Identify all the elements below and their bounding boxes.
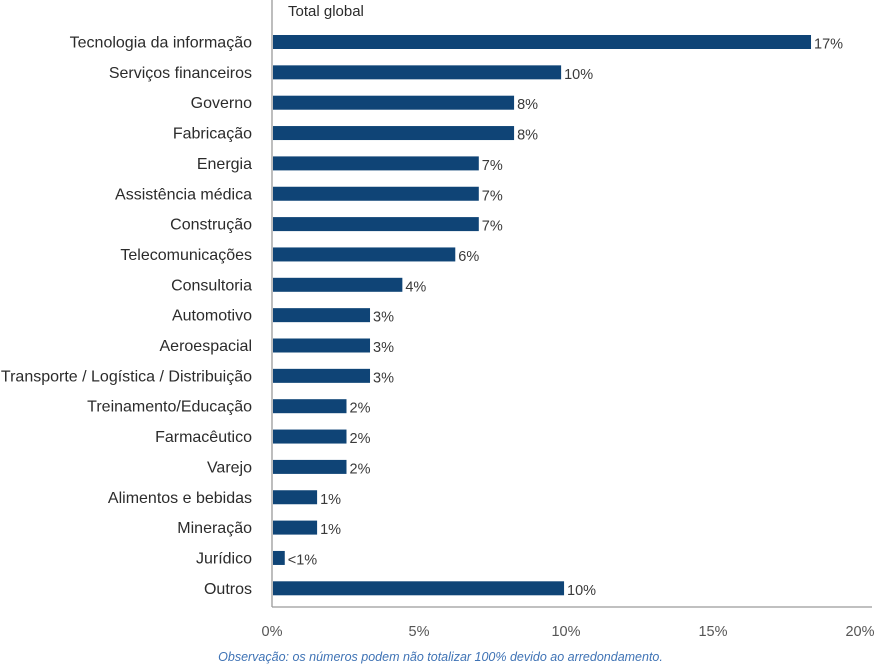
bar (273, 35, 812, 49)
bar (273, 490, 318, 505)
value-label: 1% (320, 522, 341, 538)
value-label: <1% (288, 552, 318, 568)
x-tick-label: 15% (698, 624, 727, 640)
value-label: 7% (482, 188, 503, 204)
value-label: 6% (458, 249, 479, 265)
x-tick-label: 20% (845, 624, 874, 640)
value-label: 8% (517, 97, 538, 113)
bar (273, 338, 371, 353)
category-label: Transporte / Logística / Distribuição (1, 368, 252, 385)
value-label: 1% (320, 492, 341, 508)
bar (273, 247, 456, 262)
value-label: 10% (564, 67, 593, 83)
category-label: Fabricação (173, 126, 252, 143)
category-label: Jurídico (196, 550, 252, 567)
bar (273, 399, 347, 414)
bar (273, 95, 515, 110)
bar (273, 156, 479, 171)
value-label: 3% (373, 370, 394, 386)
x-tick-label: 10% (551, 624, 580, 640)
category-label: Governo (191, 95, 252, 112)
value-label: 7% (482, 219, 503, 235)
category-label: Consultoria (171, 277, 252, 294)
bar (273, 550, 285, 565)
bar (273, 429, 347, 444)
value-labels-group: 17%10%8%8%7%7%7%6%4%3%3%3%2%2%2%1%1%<1%1… (288, 37, 843, 599)
category-label: Assistência médica (115, 186, 252, 203)
category-label: Automotivo (172, 308, 252, 325)
value-label: 10% (567, 583, 596, 599)
x-ticks-group: 0% 5% 10% 15% 20% (262, 624, 875, 640)
category-label: Treinamento/Educação (87, 399, 252, 416)
value-label: 2% (350, 461, 371, 477)
category-label: Mineração (177, 520, 252, 537)
category-label: Tecnologia da informação (70, 35, 252, 52)
value-label: 4% (405, 279, 426, 295)
value-label: 7% (482, 158, 503, 174)
category-label: Telecomunicações (120, 247, 252, 264)
category-labels-group: Tecnologia da informação Serviços finance… (1, 35, 252, 598)
footnote: Observação: os números podem não totaliz… (218, 650, 663, 664)
category-label: Serviços financeiros (109, 65, 252, 82)
bar (273, 126, 515, 141)
value-label: 3% (373, 310, 394, 326)
x-tick-label: 5% (409, 624, 430, 640)
value-label: 2% (350, 401, 371, 417)
bar (273, 581, 565, 596)
bar (273, 520, 318, 535)
category-label: Energia (197, 156, 252, 173)
category-label: Construção (170, 217, 252, 234)
value-label: 3% (373, 340, 394, 356)
bar (273, 277, 403, 292)
category-label: Alimentos e bebidas (108, 490, 252, 507)
value-label: 17% (814, 37, 843, 53)
x-tick-label: 0% (262, 624, 283, 640)
bar (273, 459, 347, 474)
bars-group (273, 35, 812, 596)
category-label: Outros (204, 581, 252, 598)
bar (273, 368, 371, 383)
value-label: 2% (350, 431, 371, 447)
bar (273, 186, 479, 201)
value-label: 8% (517, 128, 538, 144)
category-label: Farmacêutico (155, 429, 252, 446)
category-label: Aeroespacial (160, 338, 253, 355)
bar (273, 217, 479, 232)
bar (273, 65, 562, 80)
category-label: Varejo (207, 459, 252, 476)
series-title: Total global (288, 3, 364, 20)
bar (273, 308, 371, 323)
